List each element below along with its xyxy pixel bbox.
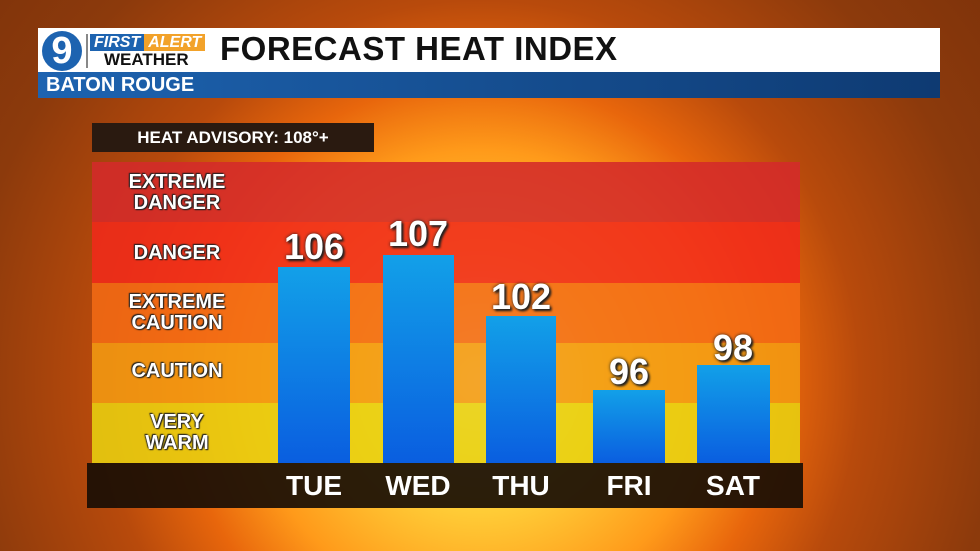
band-label-extreme-danger: EXTREME DANGER [128, 171, 226, 214]
value-thu: 102 [490, 276, 552, 317]
band-label-extreme-caution: EXTREME CAUTION [128, 291, 226, 334]
day-label-wed: WED [385, 470, 451, 501]
day-label-thu: THU [492, 470, 550, 501]
heat-advisory-label: HEAT ADVISORY: 108°+ [92, 123, 374, 152]
brand-weather: WEATHER [104, 50, 189, 69]
bar-thu [486, 316, 556, 463]
value-fri: 96 [608, 351, 650, 392]
brand-alert: ALERT [144, 34, 206, 51]
band-extreme-danger [92, 162, 800, 222]
channel-9-logo: 9 [42, 31, 82, 71]
location-label: BATON ROUGE [46, 74, 195, 96]
bar-fri [593, 390, 665, 463]
band-label-very-warm: VERY WARM [145, 411, 209, 454]
bar-wed [383, 255, 454, 463]
band-label-caution: CAUTION [131, 360, 223, 382]
x-axis-bar [87, 463, 803, 508]
bar-sat [697, 365, 770, 463]
brand-first-alert: FIRST ALERT [90, 34, 206, 51]
location-bar: BATON ROUGE [38, 72, 940, 98]
header-bar: 9 FIRST ALERT WEATHER FORECAST HEAT INDEX [38, 28, 940, 72]
day-label-fri: FRI [606, 470, 652, 501]
band-label-danger: DANGER [133, 242, 221, 264]
value-sat: 98 [712, 327, 754, 368]
value-tue: 106 [283, 226, 345, 267]
page-title: FORECAST HEAT INDEX [220, 30, 618, 67]
value-wed: 107 [387, 213, 449, 254]
brand-first: FIRST [90, 34, 145, 51]
day-label-sat: SAT [706, 470, 760, 501]
bar-tue [278, 267, 350, 463]
logo-divider [86, 34, 88, 68]
day-label-tue: TUE [286, 470, 342, 501]
